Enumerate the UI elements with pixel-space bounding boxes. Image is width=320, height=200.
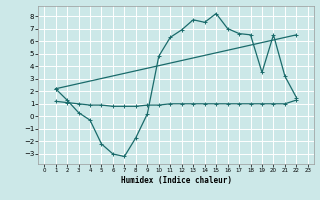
X-axis label: Humidex (Indice chaleur): Humidex (Indice chaleur) <box>121 176 231 185</box>
